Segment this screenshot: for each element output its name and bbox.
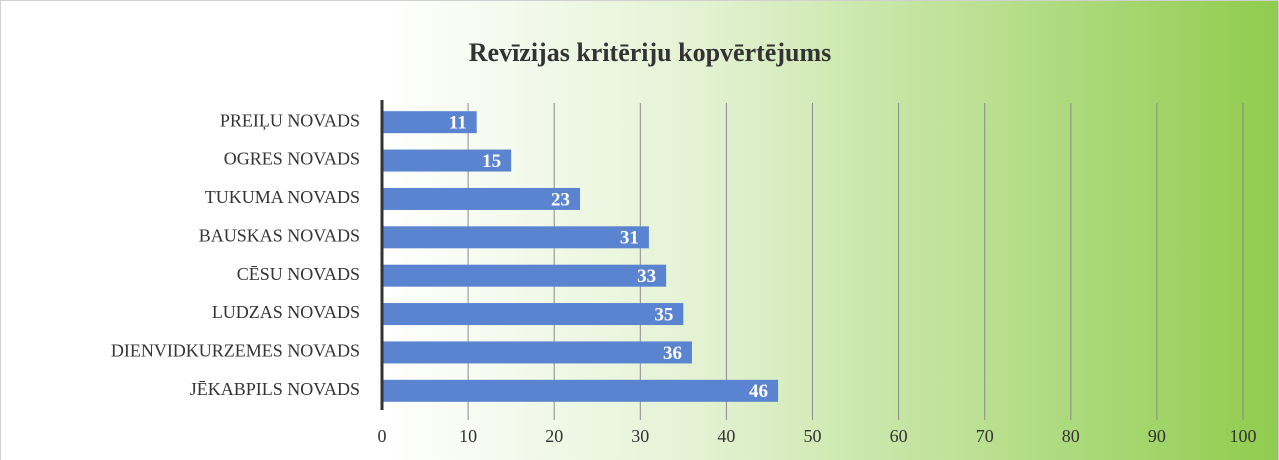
- y-tick-label: JĒKABPILS NOVADS: [190, 379, 360, 399]
- value-label: 46: [749, 381, 768, 402]
- x-tick-label: 20: [545, 426, 563, 446]
- bar: [382, 111, 477, 134]
- x-tick-label: 90: [1148, 426, 1166, 446]
- bar: [382, 303, 684, 326]
- x-tick-label: 40: [717, 426, 735, 446]
- y-tick-label: OGRES NOVADS: [224, 149, 360, 169]
- x-tick-label: 60: [890, 426, 908, 446]
- y-tick-label: PREIĻU NOVADS: [220, 110, 360, 130]
- y-tick-label: DIENVIDKURZEMES NOVADS: [111, 341, 360, 361]
- chart-title: Revīzijas kritēriju kopvērtējums: [469, 38, 831, 67]
- value-label: 33: [637, 266, 656, 287]
- x-tick-label: 70: [976, 426, 994, 446]
- bar: [382, 226, 649, 249]
- x-tick-label: 10: [459, 426, 477, 446]
- value-label: 31: [620, 228, 639, 249]
- bar: [382, 379, 779, 402]
- value-label: 11: [449, 113, 467, 134]
- bar: [382, 149, 512, 172]
- x-tick-label: 100: [1230, 426, 1257, 446]
- y-tick-label: BAUSKAS NOVADS: [199, 225, 360, 245]
- bar: [382, 264, 667, 287]
- bar: [382, 187, 581, 210]
- bar: [382, 341, 692, 364]
- value-label: 36: [663, 343, 682, 364]
- value-label: 35: [654, 304, 673, 325]
- x-tick-label: 0: [378, 426, 387, 446]
- x-tick-label: 80: [1062, 426, 1080, 446]
- y-tick-label: LUDZAS NOVADS: [212, 302, 360, 322]
- y-tick-label: TUKUMA NOVADS: [205, 187, 360, 207]
- x-tick-label: 50: [804, 426, 822, 446]
- y-tick-label: CĒSU NOVADS: [237, 264, 360, 284]
- value-label: 23: [551, 189, 570, 210]
- value-label: 15: [482, 151, 501, 172]
- x-tick-label: 30: [631, 426, 649, 446]
